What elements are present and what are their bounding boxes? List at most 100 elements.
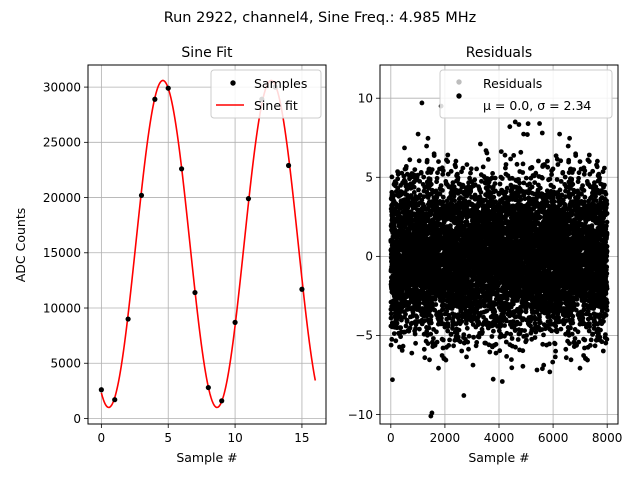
residual-point bbox=[478, 141, 483, 147]
residual-point bbox=[407, 325, 413, 331]
legend-samples-label: Samples bbox=[254, 76, 307, 91]
residual-point bbox=[399, 348, 405, 353]
residual-point bbox=[436, 159, 441, 164]
residual-point bbox=[413, 326, 418, 331]
residual-point bbox=[389, 336, 395, 342]
residual-point bbox=[434, 339, 440, 345]
residual-point bbox=[513, 344, 518, 350]
residual-point bbox=[425, 135, 431, 141]
residual-point bbox=[431, 153, 437, 158]
residual-point bbox=[405, 205, 411, 211]
residual-point bbox=[456, 327, 462, 333]
residual-point bbox=[429, 167, 435, 172]
figure-suptitle: Run 2922, channel4, Sine Freq.: 4.985 MH… bbox=[164, 10, 477, 26]
residual-point bbox=[440, 168, 446, 174]
residual-point bbox=[391, 193, 397, 199]
residual-point bbox=[411, 184, 417, 190]
sine-fit-axes-frame bbox=[87, 64, 327, 425]
residual-point bbox=[413, 340, 418, 346]
residual-point bbox=[478, 189, 484, 195]
sample-point bbox=[165, 85, 171, 91]
sample-point bbox=[205, 384, 211, 391]
residual-point bbox=[445, 324, 451, 329]
residual-point bbox=[489, 334, 495, 339]
residual-point bbox=[417, 326, 422, 332]
residual-point bbox=[440, 199, 446, 205]
residual-point bbox=[504, 296, 510, 302]
residual-point bbox=[400, 343, 406, 349]
residual-point bbox=[413, 322, 419, 327]
residual-point bbox=[425, 341, 431, 346]
sine-fit-ylabel: ADC Counts bbox=[13, 208, 28, 283]
residual-point bbox=[440, 194, 446, 200]
residual-point bbox=[502, 323, 507, 328]
residual-point bbox=[436, 365, 441, 371]
residual-point bbox=[503, 162, 509, 167]
residual-point bbox=[428, 313, 434, 319]
residual-point bbox=[484, 150, 490, 156]
residual-point bbox=[389, 174, 395, 180]
legend-samples-marker bbox=[230, 80, 236, 86]
residual-point bbox=[428, 320, 434, 326]
residual-point bbox=[417, 300, 423, 306]
sine-fit-ytick-label: 30000 bbox=[43, 80, 81, 94]
residual-point bbox=[492, 181, 498, 186]
residual-point bbox=[466, 333, 472, 339]
residual-point bbox=[431, 336, 436, 341]
residual-point bbox=[498, 149, 504, 154]
residual-point bbox=[403, 311, 408, 317]
sample-point bbox=[219, 398, 225, 404]
residual-point bbox=[497, 181, 503, 187]
residual-point bbox=[491, 194, 497, 200]
residual-point bbox=[496, 191, 502, 197]
residual-point bbox=[421, 174, 427, 180]
residual-point bbox=[499, 176, 505, 181]
residual-point bbox=[411, 190, 417, 195]
residual-point bbox=[418, 170, 424, 175]
residual-point bbox=[395, 171, 401, 177]
residual-point bbox=[439, 315, 444, 321]
residual-point bbox=[455, 175, 461, 181]
sine-fit-ytick-label: 10000 bbox=[43, 301, 81, 315]
residual-point bbox=[490, 376, 496, 382]
residual-point bbox=[460, 165, 466, 171]
sine-fit-grid bbox=[88, 65, 326, 424]
residual-point bbox=[511, 153, 517, 158]
residual-point bbox=[461, 332, 467, 337]
sine-fit-ytick-label: 20000 bbox=[43, 191, 81, 205]
residual-point bbox=[426, 325, 432, 331]
sine-fit-xtick-label: 0 bbox=[98, 431, 106, 445]
sample-point bbox=[192, 289, 198, 296]
residual-point bbox=[404, 187, 410, 192]
residual-point bbox=[480, 164, 486, 170]
residual-point bbox=[445, 159, 451, 164]
residual-point bbox=[388, 342, 394, 348]
residual-point bbox=[428, 331, 434, 337]
residual-point bbox=[468, 166, 474, 172]
residual-point bbox=[464, 354, 469, 360]
residual-point bbox=[490, 171, 495, 176]
legend-sine-fit-label: Sine fit bbox=[254, 98, 298, 113]
residual-point bbox=[470, 362, 476, 368]
residual-point bbox=[509, 336, 515, 341]
residual-point bbox=[404, 317, 410, 323]
residual-point bbox=[504, 354, 509, 359]
residual-point bbox=[487, 349, 493, 355]
residual-point bbox=[414, 314, 420, 320]
residual-point bbox=[502, 152, 508, 158]
residual-point bbox=[422, 355, 428, 361]
residual-point bbox=[465, 339, 471, 345]
residual-point bbox=[412, 167, 418, 172]
residual-point bbox=[520, 161, 526, 167]
residual-point bbox=[421, 346, 427, 352]
residual-point bbox=[403, 323, 409, 329]
residual-point bbox=[451, 343, 456, 349]
residual-point bbox=[394, 320, 400, 326]
residual-point bbox=[407, 157, 413, 163]
residual-point bbox=[393, 180, 399, 186]
residual-point bbox=[397, 344, 402, 350]
sine-fit-title: Sine Fit bbox=[181, 45, 233, 61]
residual-point bbox=[517, 180, 522, 186]
